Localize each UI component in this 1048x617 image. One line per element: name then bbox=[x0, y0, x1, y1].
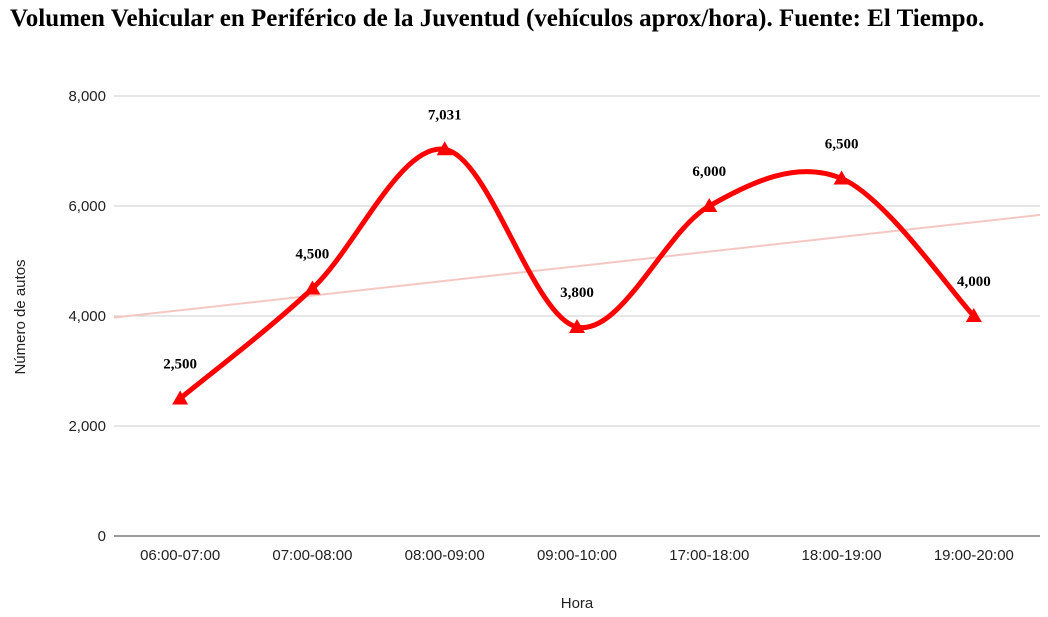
y-tick-label: 8,000 bbox=[68, 88, 106, 105]
y-axis-ticks: 0 2,000 4,000 6,000 8,000 bbox=[68, 88, 106, 545]
y-tick-label: 6,000 bbox=[68, 198, 106, 215]
data-label: 4,000 bbox=[957, 274, 991, 290]
trendline-layer bbox=[113, 213, 1041, 319]
series-layer bbox=[177, 146, 977, 401]
series-line bbox=[177, 146, 977, 401]
y-tick-label: 0 bbox=[98, 528, 106, 545]
markers-layer bbox=[172, 141, 982, 405]
x-tick-label: 09:00-10:00 bbox=[537, 547, 617, 564]
x-tick-label: 06:00-07:00 bbox=[140, 547, 220, 564]
data-label: 6,500 bbox=[825, 137, 859, 153]
data-point bbox=[701, 198, 718, 212]
data-point bbox=[304, 280, 321, 295]
data-labels-layer: 2,500 4,500 7,031 3,800 6,000 6,500 4,000 bbox=[163, 107, 990, 372]
y-tick-label: 4,000 bbox=[68, 308, 106, 325]
x-axis-label: Hora bbox=[561, 595, 594, 612]
data-point bbox=[569, 319, 585, 333]
y-tick-label: 2,000 bbox=[68, 418, 106, 435]
data-label: 7,031 bbox=[428, 107, 462, 123]
x-axis-ticks: 06:00-07:00 07:00-08:00 08:00-09:00 09:00-1… bbox=[140, 547, 1014, 564]
data-point bbox=[436, 141, 453, 156]
gridlines bbox=[114, 95, 1040, 537]
chart-title: Volumen Vehicular en Periférico de la Ju… bbox=[10, 5, 985, 32]
data-label: 2,500 bbox=[163, 357, 197, 373]
data-point bbox=[965, 308, 982, 322]
data-label: 4,500 bbox=[296, 247, 330, 263]
y-axis-label: Número de autos bbox=[12, 259, 29, 374]
x-tick-label: 17:00-18:00 bbox=[669, 547, 749, 564]
data-label: 3,800 bbox=[560, 285, 594, 301]
data-point bbox=[833, 170, 850, 185]
data-point bbox=[172, 390, 189, 405]
x-tick-label: 19:00-20:00 bbox=[934, 547, 1014, 564]
x-tick-label: 18:00-19:00 bbox=[802, 547, 882, 564]
trendline bbox=[113, 213, 1041, 319]
x-tick-label: 07:00-08:00 bbox=[272, 547, 352, 564]
x-tick-label: 08:00-09:00 bbox=[405, 547, 485, 564]
data-label: 6,000 bbox=[692, 164, 726, 180]
